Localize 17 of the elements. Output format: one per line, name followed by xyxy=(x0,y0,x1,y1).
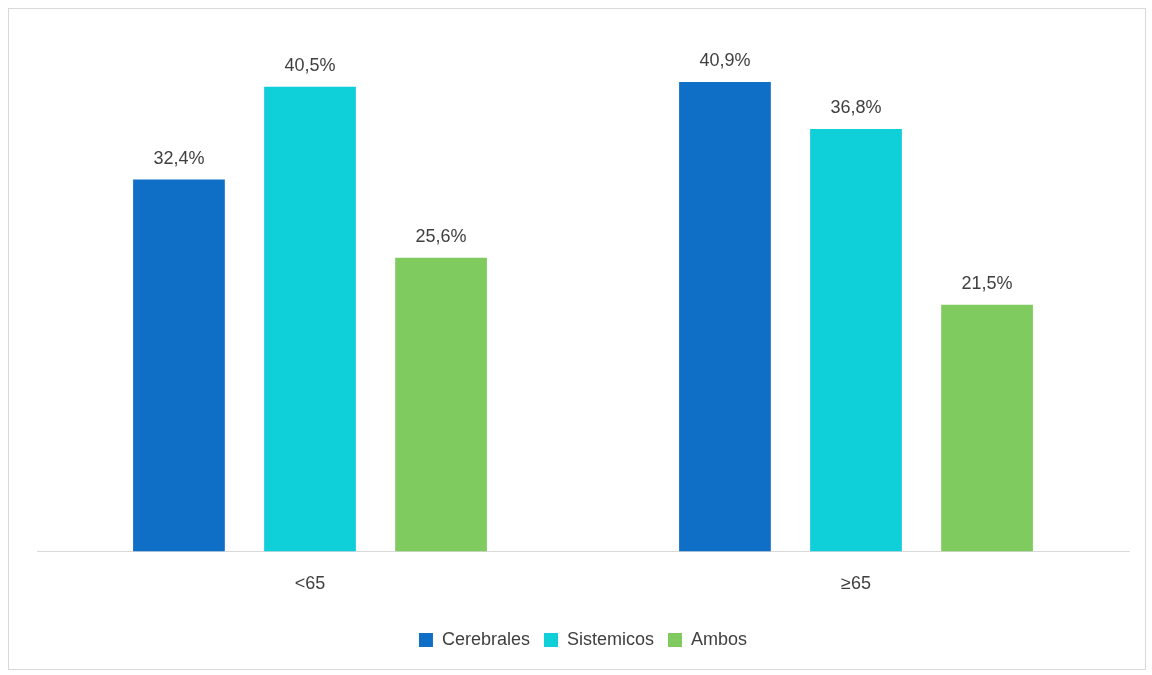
data-label: 36,8% xyxy=(830,97,882,118)
legend-label: Sistemicos xyxy=(567,628,655,649)
x-tick-label: ≥65 xyxy=(841,573,871,594)
legend-label: Ambos xyxy=(691,628,748,649)
x-tick-label: <65 xyxy=(294,573,326,594)
legend-label: Cerebrales xyxy=(441,628,531,649)
bar xyxy=(264,86,356,552)
data-label: 40,9% xyxy=(699,50,751,71)
data-label: 32,4% xyxy=(153,147,205,168)
data-label: 25,6% xyxy=(415,225,467,246)
bar xyxy=(133,179,225,552)
bar xyxy=(810,129,902,552)
data-label: 40,5% xyxy=(284,54,336,75)
bar xyxy=(679,82,771,552)
bar xyxy=(941,304,1033,552)
bar xyxy=(395,257,487,552)
data-label: 21,5% xyxy=(961,272,1013,293)
